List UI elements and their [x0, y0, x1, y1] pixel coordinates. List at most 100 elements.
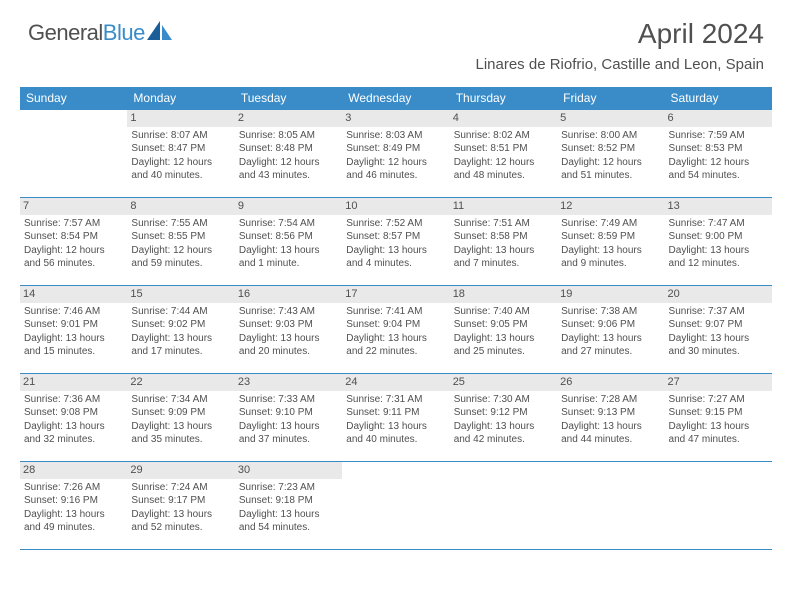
daylight-line: Daylight: 13 hours and 52 minutes.: [131, 508, 230, 535]
day-number: 7: [20, 198, 127, 215]
daylight-line: Daylight: 13 hours and 7 minutes.: [454, 244, 553, 271]
calendar-day-cell: 28Sunrise: 7:26 AMSunset: 9:16 PMDayligh…: [20, 462, 127, 550]
brand-logo: GeneralBlue: [28, 18, 173, 47]
sunrise-line: Sunrise: 7:31 AM: [346, 393, 445, 407]
daylight-line: Daylight: 12 hours and 54 minutes.: [669, 156, 768, 183]
sunrise-line: Sunrise: 7:26 AM: [24, 481, 123, 495]
calendar-day-cell: 3Sunrise: 8:03 AMSunset: 8:49 PMDaylight…: [342, 110, 449, 198]
sunrise-line: Sunrise: 7:37 AM: [669, 305, 768, 319]
location-subtitle: Linares de Riofrio, Castille and Leon, S…: [475, 56, 764, 73]
sunset-line: Sunset: 8:49 PM: [346, 142, 445, 156]
calendar-day-cell: 1Sunrise: 8:07 AMSunset: 8:47 PMDaylight…: [127, 110, 234, 198]
sunset-line: Sunset: 8:48 PM: [239, 142, 338, 156]
daylight-line: Daylight: 13 hours and 42 minutes.: [454, 420, 553, 447]
day-number: 10: [342, 198, 449, 215]
sunset-line: Sunset: 9:17 PM: [131, 494, 230, 508]
calendar-header-row: SundayMondayTuesdayWednesdayThursdayFrid…: [20, 87, 772, 110]
title-block: April 2024 Linares de Riofrio, Castille …: [475, 18, 764, 73]
calendar-day-cell: [557, 462, 664, 550]
sunrise-line: Sunrise: 7:27 AM: [669, 393, 768, 407]
sunset-line: Sunset: 8:52 PM: [561, 142, 660, 156]
sunset-line: Sunset: 8:53 PM: [669, 142, 768, 156]
sunrise-line: Sunrise: 7:36 AM: [24, 393, 123, 407]
sunrise-line: Sunrise: 7:44 AM: [131, 305, 230, 319]
day-number: 13: [665, 198, 772, 215]
day-number: 2: [235, 110, 342, 127]
calendar-day-cell: 19Sunrise: 7:38 AMSunset: 9:06 PMDayligh…: [557, 286, 664, 374]
sunset-line: Sunset: 9:03 PM: [239, 318, 338, 332]
brand-name-part2: Blue: [103, 20, 145, 45]
daylight-line: Daylight: 13 hours and 35 minutes.: [131, 420, 230, 447]
calendar-day-cell: 17Sunrise: 7:41 AMSunset: 9:04 PMDayligh…: [342, 286, 449, 374]
sunrise-line: Sunrise: 8:07 AM: [131, 129, 230, 143]
calendar-day-cell: 7 Sunrise: 7:57 AMSunset: 8:54 PMDaylight…: [20, 198, 127, 286]
daylight-line: Daylight: 12 hours and 43 minutes.: [239, 156, 338, 183]
sunset-line: Sunset: 8:54 PM: [24, 230, 123, 244]
calendar-day-cell: 16Sunrise: 7:43 AMSunset: 9:03 PMDayligh…: [235, 286, 342, 374]
day-number: 30: [235, 462, 342, 479]
daylight-line: Daylight: 12 hours and 56 minutes.: [24, 244, 123, 271]
sunset-line: Sunset: 9:18 PM: [239, 494, 338, 508]
calendar-week-row: 1Sunrise: 8:07 AMSunset: 8:47 PMDaylight…: [20, 110, 772, 198]
sunrise-line: Sunrise: 7:54 AM: [239, 217, 338, 231]
sunset-line: Sunset: 8:55 PM: [131, 230, 230, 244]
sunrise-line: Sunrise: 7:41 AM: [346, 305, 445, 319]
daylight-line: Daylight: 13 hours and 4 minutes.: [346, 244, 445, 271]
calendar-week-row: 28Sunrise: 7:26 AMSunset: 9:16 PMDayligh…: [20, 462, 772, 550]
daylight-line: Daylight: 13 hours and 37 minutes.: [239, 420, 338, 447]
brand-name-part1: General: [28, 20, 103, 45]
sunrise-line: Sunrise: 7:49 AM: [561, 217, 660, 231]
daylight-line: Daylight: 13 hours and 9 minutes.: [561, 244, 660, 271]
sunset-line: Sunset: 9:00 PM: [669, 230, 768, 244]
sunset-line: Sunset: 9:02 PM: [131, 318, 230, 332]
weekday-header: Thursday: [450, 87, 557, 110]
day-number: 6: [665, 110, 772, 127]
sunrise-line: Sunrise: 7:59 AM: [669, 129, 768, 143]
day-number: 9: [235, 198, 342, 215]
calendar-day-cell: 11 Sunrise: 7:51 AMSunset: 8:58 PMDayligh…: [450, 198, 557, 286]
daylight-line: Daylight: 13 hours and 1 minute.: [239, 244, 338, 271]
sunrise-line: Sunrise: 8:05 AM: [239, 129, 338, 143]
day-number: 1: [127, 110, 234, 127]
day-number: 22: [127, 374, 234, 391]
sunset-line: Sunset: 9:11 PM: [346, 406, 445, 420]
daylight-line: Daylight: 12 hours and 40 minutes.: [131, 156, 230, 183]
sunset-line: Sunset: 8:57 PM: [346, 230, 445, 244]
daylight-line: Daylight: 13 hours and 27 minutes.: [561, 332, 660, 359]
calendar-day-cell: 6 Sunrise: 7:59 AMSunset: 8:53 PMDaylight…: [665, 110, 772, 198]
day-number: 16: [235, 286, 342, 303]
daylight-line: Daylight: 13 hours and 30 minutes.: [669, 332, 768, 359]
calendar-day-cell: 30 Sunrise: 7:23 AMSunset: 9:18 PMDayligh…: [235, 462, 342, 550]
sunrise-line: Sunrise: 7:57 AM: [24, 217, 123, 231]
calendar-day-cell: 18Sunrise: 7:40 AMSunset: 9:05 PMDayligh…: [450, 286, 557, 374]
sunset-line: Sunset: 9:04 PM: [346, 318, 445, 332]
sunrise-line: Sunrise: 7:30 AM: [454, 393, 553, 407]
daylight-line: Daylight: 13 hours and 44 minutes.: [561, 420, 660, 447]
calendar-day-cell: 26Sunrise: 7:28 AMSunset: 9:13 PMDayligh…: [557, 374, 664, 462]
daylight-line: Daylight: 13 hours and 12 minutes.: [669, 244, 768, 271]
sunset-line: Sunset: 8:58 PM: [454, 230, 553, 244]
sunset-line: Sunset: 8:56 PM: [239, 230, 338, 244]
sunset-line: Sunset: 9:06 PM: [561, 318, 660, 332]
calendar-table: SundayMondayTuesdayWednesdayThursdayFrid…: [20, 87, 772, 550]
calendar-day-cell: 10Sunrise: 7:52 AMSunset: 8:57 PMDayligh…: [342, 198, 449, 286]
daylight-line: Daylight: 13 hours and 54 minutes.: [239, 508, 338, 535]
day-number: 8: [127, 198, 234, 215]
sunrise-line: Sunrise: 7:23 AM: [239, 481, 338, 495]
sunrise-line: Sunrise: 7:51 AM: [454, 217, 553, 231]
calendar-day-cell: 24Sunrise: 7:31 AMSunset: 9:11 PMDayligh…: [342, 374, 449, 462]
day-number: 18: [450, 286, 557, 303]
calendar-day-cell: 22Sunrise: 7:34 AMSunset: 9:09 PMDayligh…: [127, 374, 234, 462]
calendar-day-cell: 12Sunrise: 7:49 AMSunset: 8:59 PMDayligh…: [557, 198, 664, 286]
day-number: 11: [450, 198, 557, 215]
calendar-day-cell: 20Sunrise: 7:37 AMSunset: 9:07 PMDayligh…: [665, 286, 772, 374]
weekday-header: Tuesday: [235, 87, 342, 110]
page-header: GeneralBlue April 2024 Linares de Riofri…: [0, 0, 792, 79]
sunrise-line: Sunrise: 8:02 AM: [454, 129, 553, 143]
daylight-line: Daylight: 12 hours and 51 minutes.: [561, 156, 660, 183]
calendar-day-cell: [20, 110, 127, 198]
sunrise-line: Sunrise: 8:03 AM: [346, 129, 445, 143]
day-number: 15: [127, 286, 234, 303]
sunset-line: Sunset: 9:07 PM: [669, 318, 768, 332]
day-number: 19: [557, 286, 664, 303]
